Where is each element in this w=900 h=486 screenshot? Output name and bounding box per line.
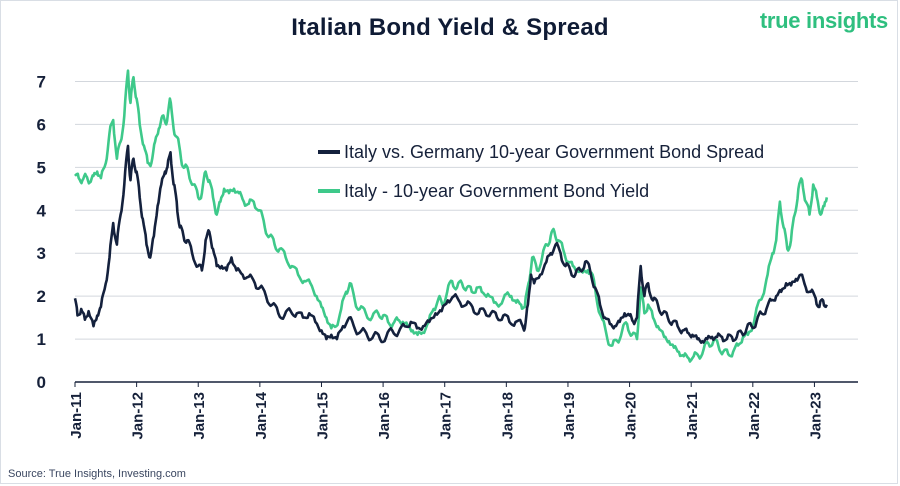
y-tick-label: 7 <box>37 72 46 91</box>
legend: Italy vs. Germany 10-year Government Bon… <box>318 142 764 201</box>
x-tick-label: Jan-17 <box>438 392 455 440</box>
series-line-yield <box>74 69 829 363</box>
x-tick-label: Jan-21 <box>684 392 701 440</box>
x-tick-label: Jan-14 <box>253 391 270 439</box>
x-tick-label: Jan-23 <box>807 392 824 440</box>
x-tick-label: Jan-18 <box>499 392 516 440</box>
x-tick-label: Jan-22 <box>746 392 763 440</box>
series-lines <box>73 69 829 363</box>
chart-title: Italian Bond Yield & Spread <box>291 14 609 41</box>
y-tick-label: 3 <box>37 244 46 263</box>
series-line-spread <box>73 144 828 344</box>
y-tick-label: 1 <box>37 330 46 349</box>
brand-logo: true insights <box>759 8 888 33</box>
y-tick-label: 4 <box>37 201 47 220</box>
x-tick-label: Jan-12 <box>130 392 147 440</box>
gridlines <box>75 80 858 340</box>
axes: 0 1 2 3 4 5 6 7 Jan-11 Jan-12 Jan-13 Jan-14 Jan-15 Ja… <box>37 72 858 440</box>
x-tick-label: Jan-20 <box>623 392 640 440</box>
y-tick-label: 5 <box>37 158 46 177</box>
source-note: Source: True Insights, Investing.com <box>8 468 186 480</box>
x-tick-label: Jan-16 <box>376 392 393 440</box>
legend-label-yield: Italy - 10-year Government Bond Yield <box>344 181 649 201</box>
y-tick-label: 6 <box>37 115 46 134</box>
legend-label-spread: Italy vs. Germany 10-year Government Bon… <box>344 142 764 162</box>
y-tick-label: 2 <box>37 287 46 306</box>
x-tick-label: Jan-13 <box>191 392 208 440</box>
x-tick-label: Jan-15 <box>314 392 331 440</box>
x-tick-label: Jan-19 <box>561 392 578 440</box>
x-tick-label: Jan-11 <box>68 392 85 439</box>
y-tick-label: 0 <box>37 373 46 392</box>
